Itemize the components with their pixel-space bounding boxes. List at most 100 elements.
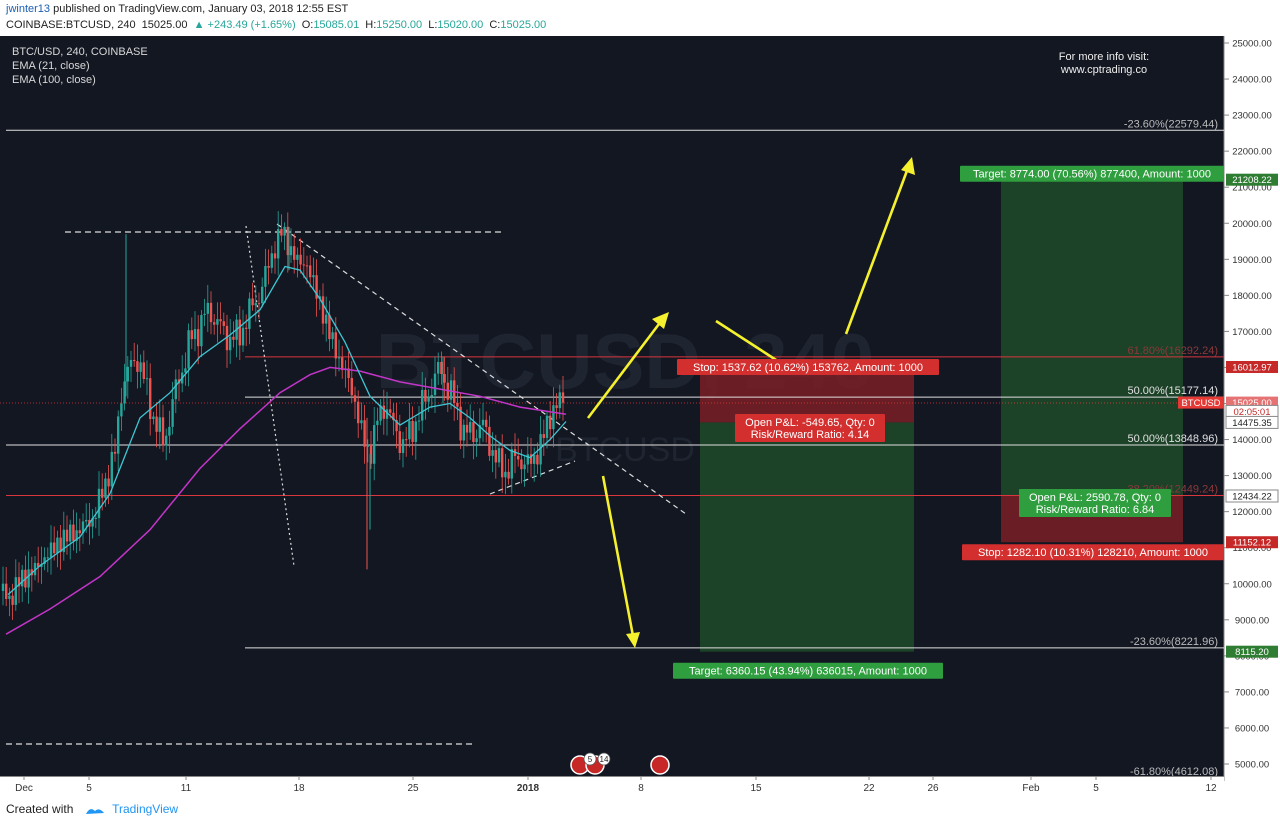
candle-body	[488, 426, 491, 456]
candle-body	[75, 530, 78, 541]
low-value: 15020.00	[437, 19, 484, 31]
fib-label: 50.00%(13848.96)	[1127, 433, 1218, 445]
open-value: 15085.01	[313, 19, 360, 31]
candle-body	[417, 420, 421, 422]
chart-container[interactable]: 5000.006000.007000.008000.009000.0010000…	[0, 36, 1280, 781]
candle-body	[187, 330, 190, 369]
price-axis-label-bg	[1226, 360, 1278, 373]
candle-body	[337, 357, 341, 359]
price-tick-label: 20000.00	[1232, 219, 1272, 230]
candle-body	[360, 420, 363, 424]
candle-body	[539, 434, 542, 465]
candle-body	[129, 359, 133, 367]
event-count: 5	[588, 755, 593, 764]
candle-body	[443, 374, 446, 383]
event-badge[interactable]	[597, 752, 611, 766]
position-zones	[700, 179, 1183, 652]
short-target-label-box	[673, 662, 943, 679]
time-tick-label: Feb	[1022, 783, 1040, 794]
candle-body	[126, 366, 129, 382]
arrow-down-long	[601, 475, 635, 637]
price-axis-label: BTCUSD	[1181, 398, 1220, 409]
candle-body	[475, 438, 478, 442]
price-axis-label: 16012.97	[1232, 362, 1272, 373]
candle-body	[91, 518, 94, 527]
candle-body	[257, 303, 261, 305]
legend-ema21: EMA (21, close)	[12, 60, 90, 72]
candle-body	[536, 454, 539, 465]
candle-body	[465, 424, 469, 433]
long-target-label: Target: 8774.00 (70.56%) 877400, Amount:…	[973, 169, 1211, 181]
price-change: ▲ +243.49 (+1.65%)	[193, 19, 296, 31]
candle-body	[270, 253, 273, 268]
price-axis-label: 14475.35	[1232, 418, 1272, 429]
candle-body	[305, 265, 309, 267]
price-tick-label: 10000.00	[1232, 579, 1272, 590]
candle-body	[424, 389, 427, 402]
candle-body	[507, 471, 510, 479]
candle-body	[123, 381, 126, 404]
candle-body	[321, 296, 325, 324]
candle-body	[440, 361, 443, 375]
price-tick-label: 6000.00	[1235, 723, 1269, 734]
price-axis-label-bg	[1178, 396, 1224, 409]
candle-body	[398, 431, 401, 454]
candle-body	[456, 402, 459, 407]
price-axis-label-bg	[1226, 645, 1278, 658]
candle-body	[59, 537, 62, 553]
long-target-label-box	[960, 165, 1224, 182]
candle-body	[264, 266, 267, 287]
ema-21-line	[7, 265, 567, 596]
price-tick-label: 5000.00	[1235, 760, 1269, 771]
event-markers[interactable]: 5 14	[570, 752, 670, 775]
candle-body	[485, 419, 488, 427]
last-price: 15025.00	[141, 19, 188, 31]
candle-body	[37, 562, 40, 567]
candle-body	[136, 361, 139, 372]
candle-body	[353, 395, 357, 402]
price-chart[interactable]: 5000.006000.007000.008000.009000.0010000…	[0, 36, 1280, 781]
footer-brand[interactable]: TradingView	[112, 802, 179, 816]
candle-body	[14, 577, 17, 605]
candle-body	[174, 379, 177, 400]
time-tick-label: 8	[638, 783, 644, 794]
price-axis-label: 15025.00	[1232, 398, 1272, 409]
price-axis-label: 12434.22	[1232, 491, 1272, 502]
arrow-up-long-head	[901, 157, 915, 175]
candle-body	[312, 275, 315, 278]
time-tick-label: 5	[1093, 783, 1099, 794]
candle-body	[545, 415, 549, 438]
fib-levels: -23.60%(22579.44) 61.80%(16292.24) 50.00%(…	[6, 118, 1224, 779]
event-flag-icon[interactable]	[650, 755, 670, 775]
candle-body	[107, 478, 110, 487]
candle-body	[523, 464, 526, 470]
author-link[interactable]: jwinter13	[6, 3, 51, 15]
time-axis-bg	[0, 776, 1224, 798]
candle-body	[299, 254, 302, 265]
candle-body	[158, 417, 161, 432]
candle-body	[430, 394, 433, 397]
high-label: H:	[365, 19, 377, 31]
candle-body	[193, 329, 197, 340]
candle-body	[206, 302, 209, 314]
candle-body	[405, 439, 408, 441]
candle-body	[72, 524, 75, 541]
time-tick-label: 12	[1205, 783, 1217, 794]
candle-body	[385, 409, 389, 419]
candle-body	[347, 368, 350, 378]
arrow-up-short	[586, 319, 664, 419]
candle-body	[449, 380, 453, 400]
event-badge[interactable]	[583, 752, 597, 766]
long-pnl-label-box	[1019, 489, 1171, 517]
candle-body	[504, 471, 507, 478]
price-tick-label: 18000.00	[1232, 291, 1272, 302]
candle-body	[392, 412, 395, 421]
short-pnl-label: Risk/Reward Ratio: 4.14	[751, 429, 870, 441]
candle-body	[558, 392, 561, 409]
candle-body	[222, 321, 225, 326]
short-stop-label-box	[677, 358, 939, 375]
candle-body	[133, 359, 136, 362]
candle-body	[251, 298, 254, 306]
candle-body	[481, 419, 485, 426]
